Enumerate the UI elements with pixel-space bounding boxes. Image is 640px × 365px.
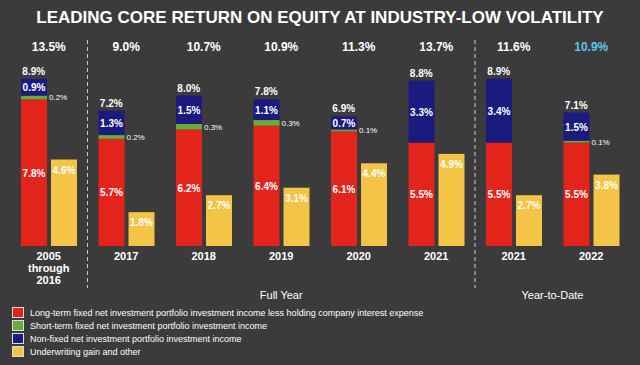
svg-text:0.3%: 0.3%	[204, 123, 222, 132]
svg-text:4.9%: 4.9%	[440, 159, 463, 170]
svg-text:1.3%: 1.3%	[100, 118, 123, 129]
svg-text:2022: 2022	[579, 250, 603, 262]
svg-text:0.1%: 0.1%	[592, 138, 610, 147]
html-text:Short-term fixed net investmen: Short-term fixed net investment portfoli…	[30, 320, 268, 331]
svg-text:3.3%: 3.3%	[410, 107, 433, 118]
svg-text:5.7%: 5.7%	[100, 187, 123, 198]
svg-text:10.9%: 10.9%	[574, 40, 608, 54]
html-text:Underwriting gain and other: Underwriting gain and other	[30, 346, 141, 357]
svg-text:6.4%: 6.4%	[255, 181, 278, 192]
svg-text:8.9%: 8.9%	[487, 66, 510, 77]
svg-text:7.8%: 7.8%	[23, 168, 46, 179]
svg-text:1.1%: 1.1%	[255, 105, 278, 116]
html-text:Non-fixed net investment portf: Non-fixed net investment portfolio inves…	[30, 333, 242, 344]
svg-text:7.1%: 7.1%	[565, 100, 588, 111]
svg-text:8.0%: 8.0%	[177, 83, 200, 94]
svg-text:2.7%: 2.7%	[518, 200, 541, 211]
svg-text:8.8%: 8.8%	[410, 68, 433, 79]
svg-text:13.7%: 13.7%	[419, 40, 453, 54]
svg-text:5.5%: 5.5%	[565, 189, 588, 200]
svg-text:0.2%: 0.2%	[49, 93, 67, 102]
svg-text:5.5%: 5.5%	[410, 189, 433, 200]
svg-text:2.7%: 2.7%	[208, 200, 231, 211]
svg-text:6.2%: 6.2%	[178, 183, 201, 194]
svg-text:7.2%: 7.2%	[100, 98, 123, 109]
svg-text:10.7%: 10.7%	[187, 40, 221, 54]
svg-text:3.1%: 3.1%	[285, 193, 308, 204]
svg-text:13.5%: 13.5%	[32, 40, 66, 54]
svg-text:0.9%: 0.9%	[23, 82, 46, 93]
svg-text:2021: 2021	[424, 250, 448, 262]
svg-text:2019: 2019	[269, 250, 293, 262]
svg-text:Full Year: Full Year	[260, 289, 303, 301]
svg-text:9.0%: 9.0%	[113, 40, 141, 54]
svg-text:0.2%: 0.2%	[127, 133, 145, 142]
svg-text:4.4%: 4.4%	[363, 168, 386, 179]
svg-text:2018: 2018	[192, 250, 216, 262]
svg-text:11.6%: 11.6%	[497, 40, 531, 54]
svg-text:6.9%: 6.9%	[332, 103, 355, 114]
svg-text:10.9%: 10.9%	[264, 40, 298, 54]
svg-text:2016: 2016	[37, 274, 61, 286]
svg-text:0.3%: 0.3%	[282, 119, 300, 128]
svg-text:3.4%: 3.4%	[488, 106, 511, 117]
svg-text:Year-to-Date: Year-to-Date	[522, 289, 584, 301]
svg-text:2017: 2017	[114, 250, 138, 262]
svg-text:1.5%: 1.5%	[565, 122, 588, 133]
svg-text:4.6%: 4.6%	[53, 165, 76, 176]
svg-text:0.1%: 0.1%	[359, 126, 377, 135]
svg-text:1.5%: 1.5%	[178, 105, 201, 116]
svg-text:through: through	[28, 262, 70, 274]
svg-text:2021: 2021	[502, 250, 526, 262]
svg-text:7.8%: 7.8%	[255, 86, 278, 97]
html-text:Long-term fixed net investment: Long-term fixed net investment portfolio…	[30, 307, 424, 318]
svg-text:5.5%: 5.5%	[488, 189, 511, 200]
svg-text:2005: 2005	[37, 250, 61, 262]
svg-text:1.8%: 1.8%	[130, 217, 153, 228]
svg-text:2020: 2020	[347, 250, 371, 262]
svg-text:8.9%: 8.9%	[22, 66, 45, 77]
svg-text:0.7%: 0.7%	[333, 118, 356, 129]
svg-text:11.3%: 11.3%	[342, 40, 376, 54]
svg-text:6.1%: 6.1%	[333, 184, 356, 195]
html-text:LEADING CORE RETURN ON EQUITY: LEADING CORE RETURN ON EQUITY AT INDUSTR…	[36, 8, 604, 27]
svg-text:3.8%: 3.8%	[595, 180, 618, 191]
